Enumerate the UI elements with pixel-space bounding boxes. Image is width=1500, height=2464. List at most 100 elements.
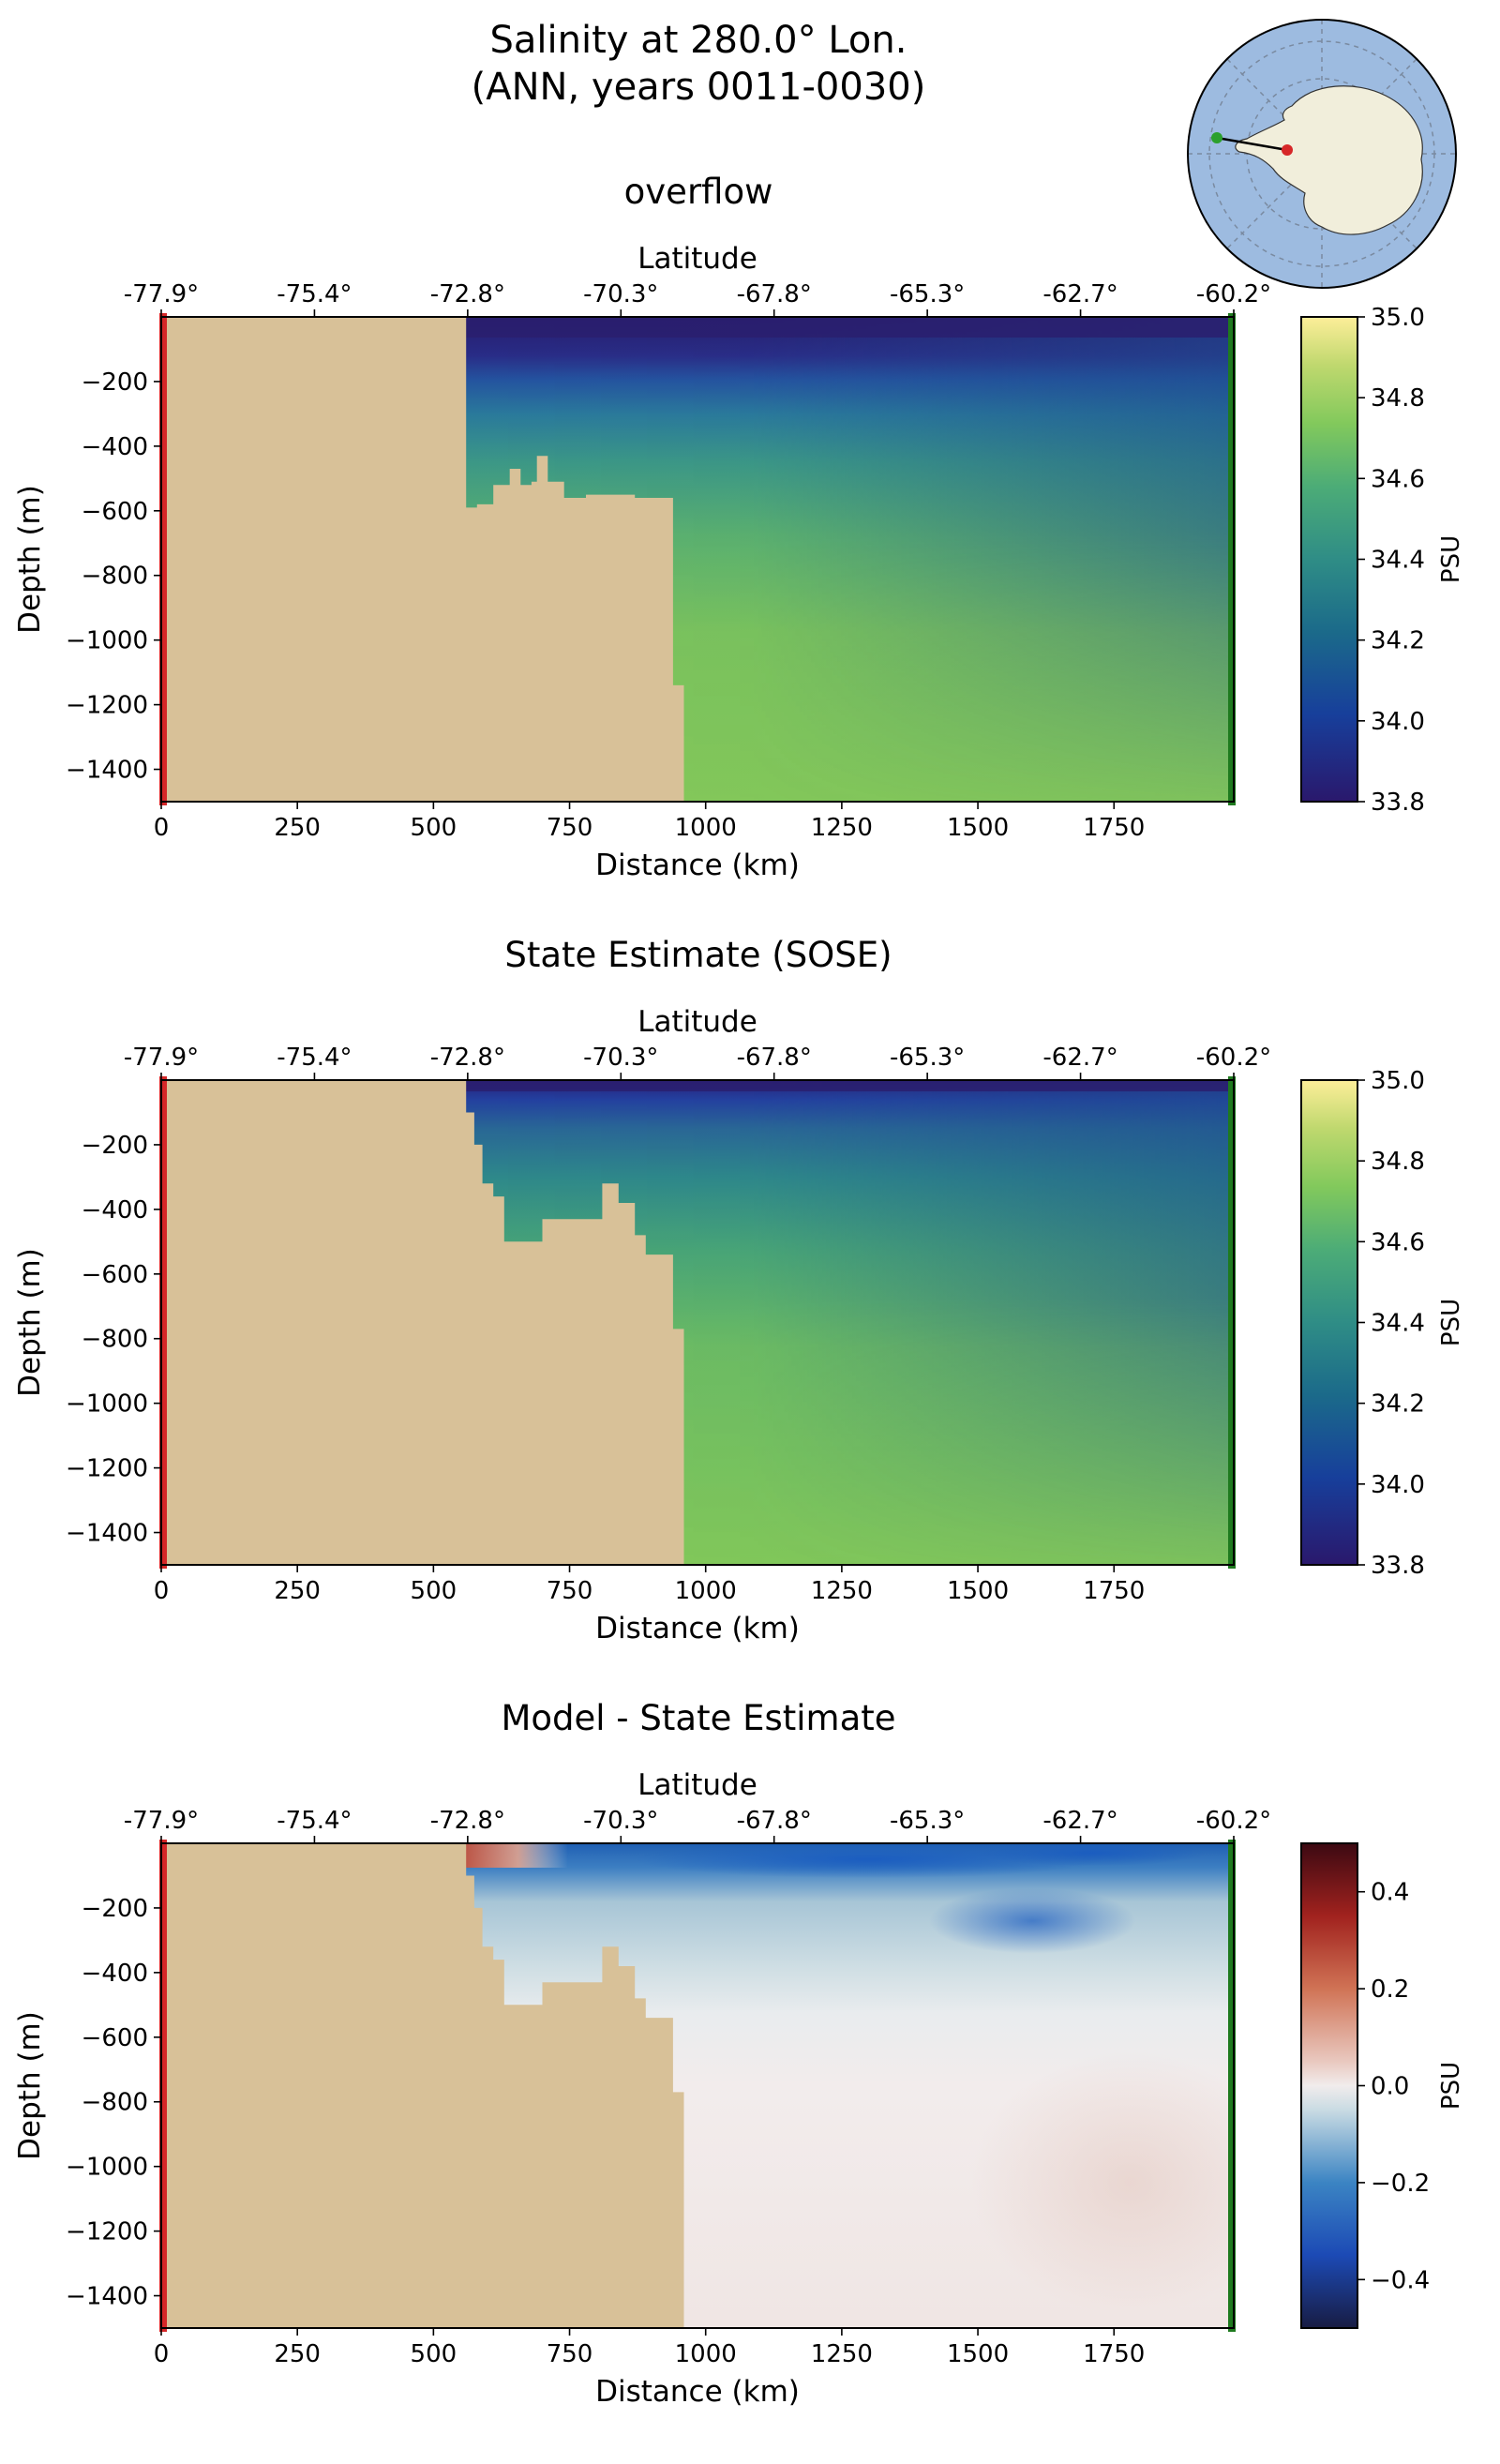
y-tick-label: −1200 [66, 1455, 148, 1483]
y-tick-label: −800 [82, 1326, 148, 1354]
x-tick-label: 750 [547, 2340, 593, 2368]
y-tick-label: −200 [82, 1132, 148, 1160]
field-negative-anomaly [980, 1843, 1205, 1867]
x-tick-label: 500 [411, 2340, 458, 2368]
y-axis-label: Depth (m) [13, 485, 47, 634]
x-tick-label: 250 [274, 2340, 321, 2368]
x-tick-label: 1500 [947, 2340, 1009, 2368]
colorbar-tick-label: 34.6 [1371, 465, 1425, 493]
y-tick-label: −1200 [66, 2218, 148, 2246]
x-axis-label: Distance (km) [595, 1612, 800, 1645]
lat-tick-label: -75.4° [277, 1807, 352, 1835]
lat-tick-label: -72.8° [430, 1807, 505, 1835]
latitude-axis-label: Latitude [638, 1768, 758, 1802]
lat-tick-label: -75.4° [277, 1044, 352, 1072]
x-tick-label: 1000 [675, 814, 737, 842]
y-tick-label: −800 [82, 563, 148, 591]
x-tick-label: 1250 [811, 2340, 873, 2368]
x-tick-label: 250 [274, 814, 321, 842]
x-tick-label: 0 [154, 2340, 170, 2368]
x-axis-label: Distance (km) [595, 849, 800, 882]
y-tick-label: −1000 [66, 1390, 148, 1419]
colorbar-tick-label: 34.0 [1371, 708, 1425, 736]
plot-frame [160, 1079, 1235, 1566]
lat-tick-label: -77.9° [124, 280, 199, 308]
seafloor-mask [161, 317, 684, 802]
x-axis-label: Distance (km) [595, 2375, 800, 2409]
colorbar-tick-label: 0.4 [1371, 1879, 1409, 1907]
colorbar-tick-label: 34.4 [1371, 1310, 1425, 1338]
lat-tick-label: -65.3° [890, 1807, 965, 1835]
colorbar-tick-label: −0.2 [1371, 2170, 1430, 2198]
colorbar [1300, 1842, 1358, 2329]
y-tick-label: −1000 [66, 627, 148, 655]
y-axis-label: Depth (m) [13, 1248, 47, 1397]
lat-tick-label: -70.3° [583, 280, 658, 308]
x-tick-label: 250 [274, 1577, 321, 1605]
inset-transect-start-marker [1282, 144, 1293, 156]
panel-title: State Estimate (SOSE) [504, 935, 892, 975]
colorbar-label: PSU [1437, 2062, 1465, 2110]
x-tick-label: 500 [411, 1577, 458, 1605]
seafloor-mask [161, 1843, 684, 2328]
x-tick-label: 750 [547, 1577, 593, 1605]
lat-tick-label: -77.9° [124, 1044, 199, 1072]
colorbar-tick-label: 33.8 [1371, 789, 1425, 817]
x-tick-label: 1000 [675, 1577, 737, 1605]
field-negative-anomaly [929, 1887, 1136, 1954]
figure-title-line2: (ANN, years 0011-0030) [471, 66, 926, 109]
x-tick-label: 1750 [1083, 2340, 1145, 2368]
colorbar-tick-label: 0.0 [1371, 2073, 1409, 2101]
colorbar-tick-label: 35.0 [1371, 1067, 1425, 1095]
colorbar-label: PSU [1437, 1299, 1465, 1346]
colorbar-tick-label: −0.4 [1371, 2266, 1430, 2294]
y-tick-label: −1000 [66, 2154, 148, 2182]
x-tick-label: 1750 [1083, 1577, 1145, 1605]
latitude-axis-label: Latitude [638, 1005, 758, 1039]
lat-tick-label: -72.8° [430, 280, 505, 308]
colorbar-tick-label: 34.0 [1371, 1471, 1425, 1499]
lat-tick-label: -67.8° [737, 1044, 812, 1072]
y-tick-label: −400 [82, 433, 148, 461]
seafloor-mask [161, 1080, 684, 1565]
lat-tick-label: -62.7° [1042, 280, 1118, 308]
colorbar-tick-label: 35.0 [1371, 304, 1425, 332]
lat-tick-label: -62.7° [1042, 1044, 1118, 1072]
lat-tick-label: -70.3° [583, 1807, 658, 1835]
lat-tick-label: -60.2° [1196, 280, 1271, 308]
lat-tick-label: -60.2° [1196, 1807, 1271, 1835]
panel-title: Model - State Estimate [501, 1698, 896, 1738]
x-tick-label: 750 [547, 814, 593, 842]
y-tick-label: −1400 [66, 2283, 148, 2311]
colorbar-tick-label: 34.2 [1371, 1390, 1425, 1419]
y-axis-label: Depth (m) [13, 2011, 47, 2160]
y-tick-label: −400 [82, 1196, 148, 1224]
lat-tick-label: -67.8° [737, 1807, 812, 1835]
lat-tick-label: -62.7° [1042, 1807, 1118, 1835]
x-tick-label: 0 [154, 1577, 170, 1605]
x-tick-label: 1500 [947, 1577, 1009, 1605]
lat-tick-label: -70.3° [583, 1044, 658, 1072]
colorbar-tick-label: 34.4 [1371, 547, 1425, 575]
colorbar-tick-label: 34.6 [1371, 1228, 1425, 1256]
x-tick-label: 1500 [947, 814, 1009, 842]
y-tick-label: −800 [82, 2089, 148, 2117]
panel-title: overflow [623, 172, 773, 212]
x-tick-label: 0 [154, 814, 170, 842]
plot-frame [160, 1842, 1235, 2329]
y-tick-label: −1200 [66, 692, 148, 720]
lat-tick-label: -67.8° [737, 280, 812, 308]
colorbar [1300, 316, 1358, 803]
y-tick-label: −1400 [66, 1520, 148, 1548]
y-tick-label: −600 [82, 2024, 148, 2052]
y-tick-label: −400 [82, 1960, 148, 1988]
colorbar [1300, 1079, 1358, 1566]
lat-tick-label: -60.2° [1196, 1044, 1271, 1072]
heatmap-difference: 0 250 500 750 1000 1250 1500 1750 Distance (km) −… [13, 1768, 1465, 2409]
colorbar-tick-label: 34.2 [1371, 627, 1425, 655]
y-tick-label: −600 [82, 498, 148, 526]
field-positive-anomaly [970, 2051, 1234, 2314]
latitude-axis-label: Latitude [638, 242, 758, 276]
lat-tick-label: -77.9° [124, 1807, 199, 1835]
plot-frame [160, 316, 1235, 803]
